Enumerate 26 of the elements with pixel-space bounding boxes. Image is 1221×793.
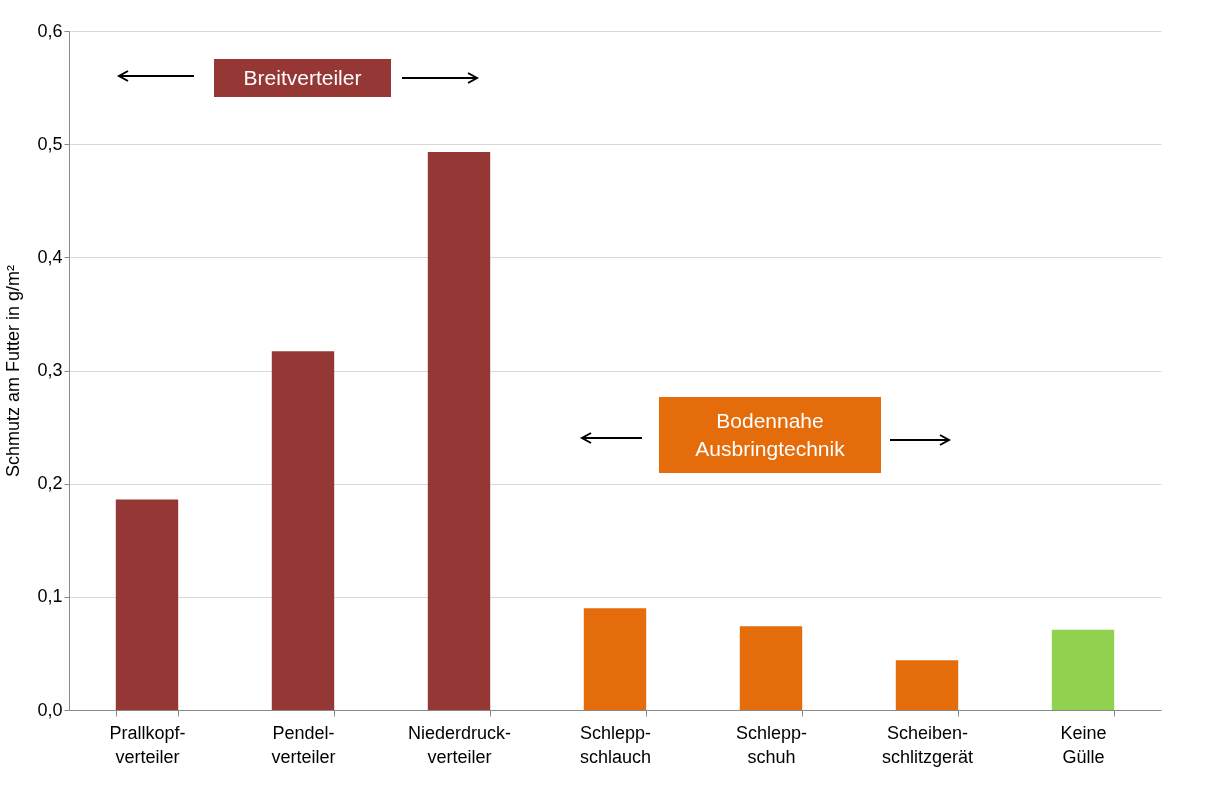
x-tick-label: Niederdruck- verteiler [407,722,512,767]
x-tick-label: Keine Gülle [1060,722,1107,767]
label-box: Breitverteiler [214,59,391,97]
x-tick-label: Schlepp- schlauch [579,722,652,767]
annotation: Bodennahe Ausbringtechnik [695,409,846,460]
bar [115,499,179,710]
bar [427,152,491,710]
x-tick-label: Pendel- verteiler [271,722,336,767]
bar [1051,629,1115,710]
bar [583,608,647,710]
x-tick-label: Scheiben- schlitzgerät [881,722,974,767]
x-tick-label: Schlepp- schuh [735,722,808,767]
y-tick-label: 0,5 [37,133,63,154]
y-tick-label: 0,3 [37,360,63,380]
bar [895,660,959,710]
y-tick-label: 0,6 [37,20,63,41]
y-tick-label: 0,2 [37,473,63,494]
bar [271,351,335,710]
annotation: Breitverteiler [243,66,362,89]
x-tick-label: Prallkopf- verteiler [109,722,186,767]
label-box: Bodennahe Ausbringtechnik [659,397,881,473]
y-tick-label: 0,0 [37,699,63,720]
y-tick-label: 0,1 [37,586,63,607]
y-tick-label: 0,4 [37,246,63,267]
y-axis-title: Schmutz am Futter in g/m² [3,264,24,478]
bar [739,626,803,710]
